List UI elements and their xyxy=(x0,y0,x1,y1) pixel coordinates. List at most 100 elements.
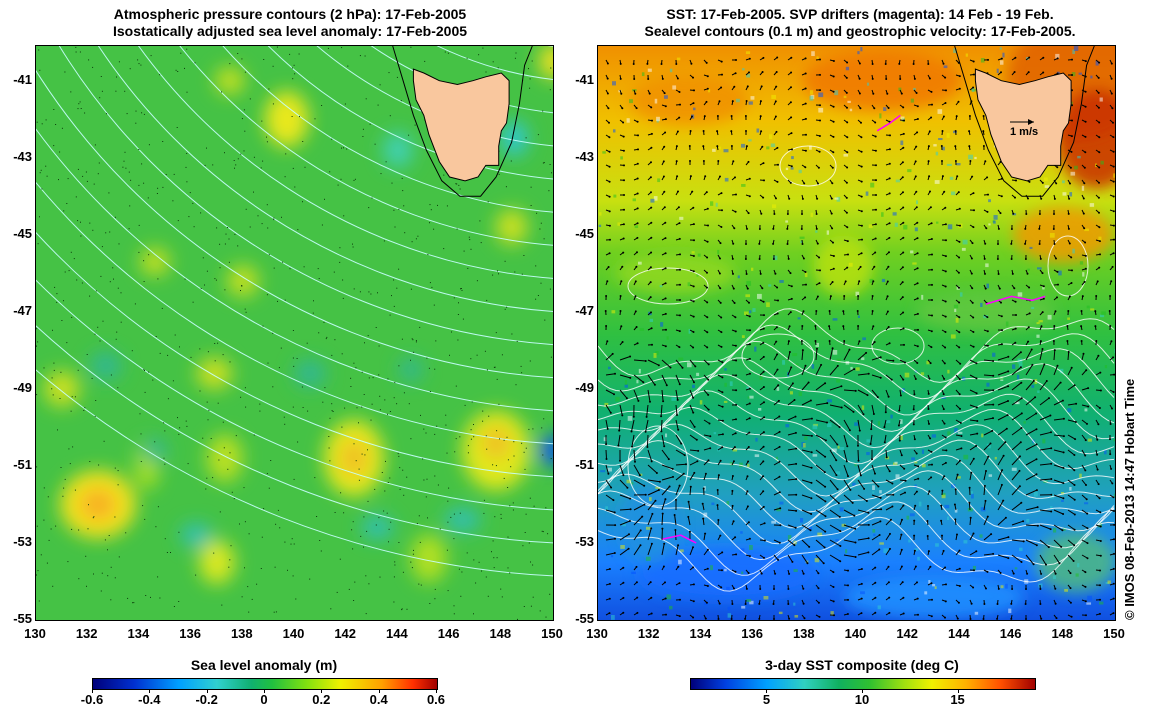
track-dot xyxy=(56,293,58,295)
velocity-arrow-head xyxy=(886,295,889,298)
velocity-arrow-head xyxy=(706,286,708,289)
velocity-arrow-head xyxy=(941,130,944,132)
velocity-arrow-head xyxy=(1056,270,1059,273)
velocity-arrow xyxy=(885,479,893,484)
sst-speckle xyxy=(812,454,818,457)
track-dot xyxy=(253,191,254,193)
velocity-arrow-head xyxy=(678,237,681,240)
velocity-arrow-head xyxy=(1110,62,1113,65)
velocity-arrow-head xyxy=(1020,397,1023,400)
velocity-arrow-head xyxy=(890,518,892,521)
velocity-arrow xyxy=(997,469,1003,481)
track-dot xyxy=(408,403,410,405)
velocity-arrow-head xyxy=(788,197,791,200)
velocity-arrow-head xyxy=(1069,572,1072,575)
velocity-arrow-head xyxy=(692,331,695,333)
track-dot xyxy=(249,226,251,228)
track-dot xyxy=(359,291,361,293)
velocity-arrow-head xyxy=(1113,510,1115,512)
velocity-arrow-head xyxy=(733,227,736,230)
velocity-arrow-head xyxy=(774,272,777,275)
track-dot xyxy=(63,487,65,489)
velocity-arrow-head xyxy=(860,121,862,124)
velocity-arrow-head xyxy=(775,197,777,200)
velocity-arrow-head xyxy=(902,378,905,381)
velocity-arrow-head xyxy=(930,615,933,618)
lat-tick-label: -45 xyxy=(575,225,594,241)
velocity-arrow-head xyxy=(832,75,835,78)
track-dot xyxy=(229,63,231,65)
track-dot xyxy=(59,151,61,153)
velocity-arrow xyxy=(619,508,631,511)
velocity-arrow-head xyxy=(650,161,652,164)
sst-speckle xyxy=(627,416,633,421)
velocity-arrow-head xyxy=(1085,498,1088,501)
velocity-arrow-head xyxy=(692,255,695,257)
sst-speckle xyxy=(854,422,859,426)
velocity-arrow-head xyxy=(650,596,653,599)
track-dot xyxy=(516,340,518,342)
velocity-arrow-head xyxy=(635,326,638,328)
velocity-arrow-head xyxy=(608,210,611,213)
velocity-arrow-head xyxy=(804,271,807,273)
sst-map[interactable]: 1 m/s xyxy=(597,45,1116,621)
sealevel-contour-line xyxy=(598,340,1115,416)
sea-level-anomaly-map[interactable] xyxy=(35,45,554,621)
track-dot xyxy=(110,599,112,601)
track-dot xyxy=(393,601,395,603)
velocity-arrow-head xyxy=(1098,240,1101,243)
track-dot xyxy=(95,400,97,401)
sst-colorbar xyxy=(690,678,1036,690)
velocity-arrow-head xyxy=(606,340,609,343)
velocity-arrow-head xyxy=(944,436,947,439)
track-dot xyxy=(195,574,197,576)
track-dot xyxy=(124,151,126,153)
sst-speckle xyxy=(941,494,946,499)
colorbar-tick-label: 0.2 xyxy=(312,692,331,707)
velocity-arrow-head xyxy=(945,89,947,92)
velocity-arrow-head xyxy=(865,500,868,502)
velocity-arrow-head xyxy=(904,479,907,482)
velocity-arrow xyxy=(829,494,840,504)
velocity-arrow-head xyxy=(859,265,862,268)
velocity-arrow xyxy=(605,494,614,501)
sst-speckle xyxy=(914,461,918,464)
velocity-arrow-head xyxy=(1109,438,1111,441)
track-dot xyxy=(496,430,498,432)
velocity-arrow-head xyxy=(972,345,975,348)
velocity-arrow-head xyxy=(888,470,891,473)
velocity-arrow-head xyxy=(705,61,708,64)
velocity-arrow-head xyxy=(940,504,943,507)
velocity-arrow-head xyxy=(746,490,749,493)
sst-speckle xyxy=(810,212,813,218)
sealevel-eddy-contour xyxy=(627,425,689,507)
velocity-arrow-head xyxy=(678,383,681,386)
sealevel-contour-line xyxy=(598,423,1115,497)
sst-speckle xyxy=(749,545,753,550)
velocity-arrow-head xyxy=(1010,602,1013,605)
track-dot xyxy=(108,535,110,536)
track-dot xyxy=(377,104,379,106)
velocity-arrow-head xyxy=(887,326,890,328)
track-dot xyxy=(138,224,140,226)
track-dot xyxy=(51,377,53,379)
track-dot xyxy=(193,226,195,228)
velocity-arrow-head xyxy=(1068,242,1071,245)
velocity-arrow-head xyxy=(735,359,738,362)
lat-tick-label: -55 xyxy=(575,611,594,626)
track-dot xyxy=(467,267,469,269)
sst-speckle xyxy=(1104,449,1107,455)
track-dot xyxy=(401,338,403,340)
velocity-arrow-head xyxy=(830,212,833,215)
track-dot xyxy=(498,403,500,405)
sst-speckle xyxy=(965,53,968,57)
velocity-arrow-head xyxy=(944,270,947,273)
velocity-arrow xyxy=(1011,456,1021,466)
track-dot xyxy=(497,67,499,69)
velocity-arrow-head xyxy=(846,226,849,229)
velocity-arrow-head xyxy=(650,527,653,530)
track-dot xyxy=(89,222,91,224)
velocity-arrow-head xyxy=(664,267,667,270)
velocity-arrow-head xyxy=(1026,272,1029,275)
velocity-arrow-head xyxy=(1071,104,1073,107)
